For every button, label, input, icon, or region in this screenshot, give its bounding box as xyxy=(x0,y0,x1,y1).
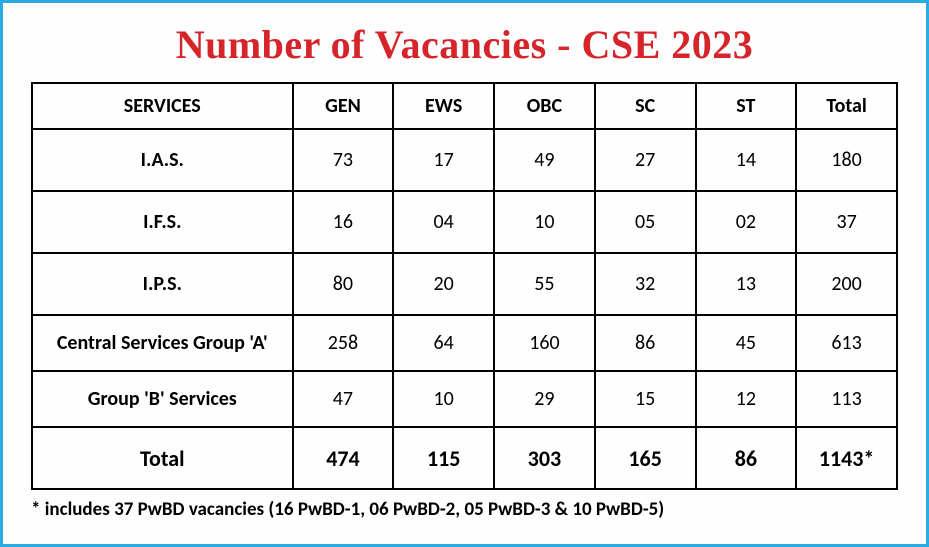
table-row: I.P.S. 80 20 55 32 13 200 xyxy=(32,253,897,315)
cell-st: 45 xyxy=(696,315,797,371)
cell-grand-total: 1143* xyxy=(796,427,897,489)
cell-ews: 64 xyxy=(393,315,494,371)
cell-ews: 10 xyxy=(393,371,494,427)
cell-total: 613 xyxy=(796,315,897,371)
page-title: Number of Vacancies - CSE 2023 xyxy=(31,21,898,68)
cell-sc: 32 xyxy=(595,253,696,315)
cell-total: 37 xyxy=(796,191,897,253)
cell-service: I.F.S. xyxy=(32,191,293,253)
cell-ews: 17 xyxy=(393,129,494,191)
table-header-row: SERVICES GEN EWS OBC SC ST Total xyxy=(32,83,897,129)
cell-gen: 47 xyxy=(293,371,394,427)
cell-obc-total: 303 xyxy=(494,427,595,489)
cell-gen-total: 474 xyxy=(293,427,394,489)
cell-st: 02 xyxy=(696,191,797,253)
cell-total: 113 xyxy=(796,371,897,427)
cell-gen: 16 xyxy=(293,191,394,253)
cell-gen: 258 xyxy=(293,315,394,371)
cell-service: Group 'B' Services xyxy=(32,371,293,427)
cell-total: 180 xyxy=(796,129,897,191)
cell-obc: 55 xyxy=(494,253,595,315)
table-row: Group 'B' Services 47 10 29 15 12 113 xyxy=(32,371,897,427)
cell-st: 12 xyxy=(696,371,797,427)
col-obc: OBC xyxy=(494,83,595,129)
table-total-row: Total 474 115 303 165 86 1143* xyxy=(32,427,897,489)
col-gen: GEN xyxy=(293,83,394,129)
col-ews: EWS xyxy=(393,83,494,129)
cell-st-total: 86 xyxy=(696,427,797,489)
cell-service: I.P.S. xyxy=(32,253,293,315)
cell-obc: 49 xyxy=(494,129,595,191)
col-st: ST xyxy=(696,83,797,129)
document-frame: Number of Vacancies - CSE 2023 SERVICES … xyxy=(0,0,929,547)
cell-st: 13 xyxy=(696,253,797,315)
table-row: I.F.S. 16 04 10 05 02 37 xyxy=(32,191,897,253)
cell-ews: 04 xyxy=(393,191,494,253)
cell-ews: 20 xyxy=(393,253,494,315)
cell-obc: 160 xyxy=(494,315,595,371)
col-total: Total xyxy=(796,83,897,129)
cell-obc: 10 xyxy=(494,191,595,253)
cell-sc: 86 xyxy=(595,315,696,371)
table-row: I.A.S. 73 17 49 27 14 180 xyxy=(32,129,897,191)
cell-total: 200 xyxy=(796,253,897,315)
cell-st: 14 xyxy=(696,129,797,191)
cell-ews-total: 115 xyxy=(393,427,494,489)
cell-sc: 05 xyxy=(595,191,696,253)
cell-sc: 27 xyxy=(595,129,696,191)
vacancies-table: SERVICES GEN EWS OBC SC ST Total I.A.S. … xyxy=(31,82,898,490)
cell-service: I.A.S. xyxy=(32,129,293,191)
cell-gen: 73 xyxy=(293,129,394,191)
cell-service: Central Services Group 'A' xyxy=(32,315,293,371)
cell-obc: 29 xyxy=(494,371,595,427)
cell-sc: 15 xyxy=(595,371,696,427)
col-sc: SC xyxy=(595,83,696,129)
footnote: * includes 37 PwBD vacancies (16 PwBD-1,… xyxy=(31,498,898,521)
table-row: Central Services Group 'A' 258 64 160 86… xyxy=(32,315,897,371)
cell-gen: 80 xyxy=(293,253,394,315)
cell-service-total: Total xyxy=(32,427,293,489)
cell-sc-total: 165 xyxy=(595,427,696,489)
col-services: SERVICES xyxy=(32,83,293,129)
